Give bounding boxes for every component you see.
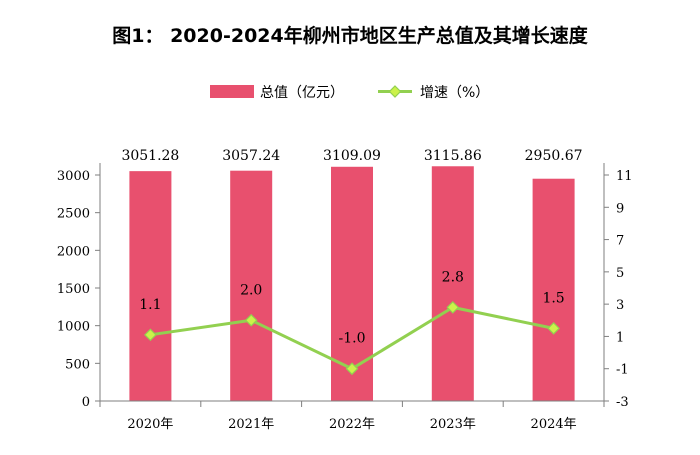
- y-right-tick-label: 5: [616, 266, 624, 281]
- bar-2023年: [431, 166, 474, 401]
- x-tick-label: 2024年: [531, 417, 577, 432]
- y-left-tick-label: 500: [65, 357, 90, 372]
- growth-point-2021年: [244, 313, 258, 327]
- y-left-tick-label: 3000: [57, 169, 90, 184]
- y-left-tick-label: 2500: [57, 207, 90, 222]
- bar-value-label: 3109.09: [323, 148, 381, 164]
- x-tick-label: 2022年: [329, 417, 375, 432]
- line-layer: [144, 301, 560, 376]
- y-right-tick-label: 1: [616, 330, 624, 345]
- growth-value-label: 2.0: [240, 282, 262, 298]
- legend-bar-swatch: [210, 85, 254, 98]
- y-right-tick-label: -1: [616, 363, 629, 378]
- legend-line-marker: [388, 85, 402, 98]
- growth-point-2020年: [144, 328, 157, 342]
- labels-layer: 3051.28 3057.24 3109.09 3115.86 2950.67 1.1 2.…: [57, 148, 633, 432]
- x-tick-label: 2021年: [228, 417, 274, 432]
- growth-value-label: 1.1: [139, 297, 161, 313]
- y-right-tick-label: -3: [616, 395, 629, 410]
- bars-layer: [129, 166, 575, 401]
- bar-2020年: [129, 171, 172, 401]
- legend-line-label: 增速（%）: [420, 85, 489, 101]
- bar-value-label: 2950.67: [525, 148, 583, 164]
- growth-value-label: 2.8: [442, 269, 464, 285]
- y-left-tick-label: 0: [82, 395, 90, 410]
- y-right-tick-label: 11: [616, 169, 633, 184]
- bar-value-label: 3115.86: [424, 148, 482, 164]
- growth-value-label: 1.5: [542, 290, 564, 306]
- growth-value-label: -1.0: [339, 331, 366, 347]
- axes-layer: [95, 163, 609, 407]
- chart-title: 图1： 2020-2024年柳州市地区生产总值及其增长速度: [112, 24, 588, 47]
- y-right-tick-label: 3: [616, 298, 624, 313]
- legend-bar-label: 总值（亿元）: [260, 85, 344, 101]
- y-right-tick-label: 7: [616, 234, 624, 249]
- bar-2021年: [230, 170, 273, 401]
- bar-value-label: 3057.24: [222, 148, 280, 164]
- legend: 总值（亿元） 增速（%）: [210, 85, 489, 101]
- bar-value-label: 3051.28: [121, 148, 179, 164]
- y-left-tick-label: 2000: [57, 244, 90, 259]
- y-left-tick-label: 1000: [57, 320, 90, 335]
- y-right-tick-label: 9: [616, 201, 624, 216]
- x-tick-label: 2020年: [127, 417, 173, 432]
- growth-point-2022年: [345, 362, 359, 376]
- growth-point-2023年: [446, 301, 460, 314]
- bar-2024年: [532, 178, 575, 401]
- growth-point-2024年: [547, 322, 560, 335]
- x-tick-label: 2023年: [430, 417, 476, 432]
- y-left-tick-label: 1500: [57, 282, 90, 297]
